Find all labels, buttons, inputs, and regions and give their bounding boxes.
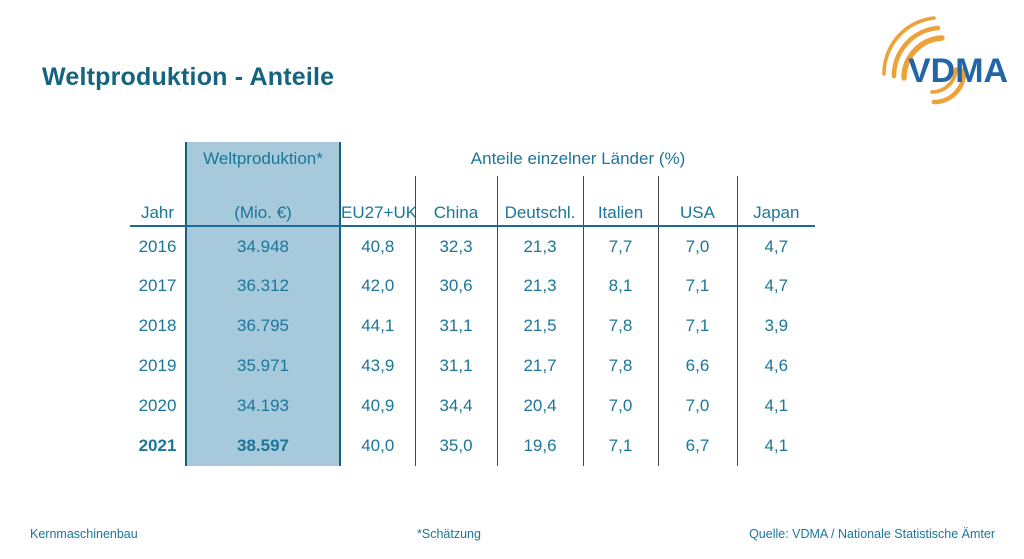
column-header-production-unit: (Mio. €) <box>185 200 341 227</box>
share-value: 4,7 <box>736 226 816 266</box>
table-row: 2020 34.193 40,9 34,4 20,4 7,0 7,0 4,1 <box>130 386 816 426</box>
table-group-header-row: Weltproduktion* Anteile einzelner Länder… <box>130 142 815 176</box>
share-value: 4,7 <box>736 266 816 306</box>
share-value: 40,0 <box>361 436 395 455</box>
empty-cell <box>185 176 341 200</box>
share-value: 34,4 <box>414 386 497 426</box>
table-row: 2019 35.971 43,9 31,1 21,7 7,8 6,6 4,6 <box>130 346 816 386</box>
vdma-logo: VDMA <box>882 16 1008 105</box>
page-title: Weltproduktion - Anteile <box>42 62 335 91</box>
share-value: 8,1 <box>582 266 658 306</box>
year-value: 2018 <box>138 316 177 335</box>
share-value: 44,1 <box>361 316 395 335</box>
year-value: 2017 <box>138 276 177 295</box>
table-spacer-row <box>130 176 816 200</box>
share-value: 3,9 <box>736 306 816 346</box>
table-column-header-row: Jahr (Mio. €) EU27+UK China Deutschl. It… <box>130 200 816 227</box>
production-value: 36.795 <box>185 306 341 346</box>
footer-estimate-note: *Schätzung <box>417 527 481 541</box>
table-row: 2016 34.948 40,8 32,3 21,3 7,7 7,0 4,7 <box>130 226 816 266</box>
share-value: 31,1 <box>414 346 497 386</box>
share-value: 4,1 <box>736 386 816 426</box>
empty-cell <box>496 176 583 200</box>
empty-cell <box>340 176 415 200</box>
world-production-table: Weltproduktion* Anteile einzelner Länder… <box>130 142 816 466</box>
footer-scope-label: Kernmaschinenbau <box>30 527 138 541</box>
production-value: 38.597 <box>185 426 341 466</box>
share-value: 7,1 <box>657 306 737 346</box>
column-header-country: USA <box>657 200 737 227</box>
share-value: 40,9 <box>361 396 395 415</box>
empty-cell <box>130 142 186 176</box>
share-value: 21,7 <box>496 346 583 386</box>
share-value: 19,6 <box>496 426 583 466</box>
column-header-country: Italien <box>582 200 658 227</box>
share-value: 7,8 <box>582 346 658 386</box>
share-value: 7,8 <box>582 306 658 346</box>
column-header-country: China <box>414 200 497 227</box>
share-value: 43,9 <box>361 356 395 375</box>
column-header-year: Jahr <box>130 200 186 227</box>
vdma-arcs-icon <box>882 16 967 105</box>
empty-cell <box>736 176 816 200</box>
share-value: 7,1 <box>657 266 737 306</box>
table-row: 2017 36.312 42,0 30,6 21,3 8,1 7,1 4,7 <box>130 266 816 306</box>
footer-source-label: Quelle: VDMA / Nationale Statistische Äm… <box>749 527 995 541</box>
share-value: 42,0 <box>361 276 395 295</box>
share-value: 40,8 <box>361 236 395 256</box>
empty-cell <box>582 176 658 200</box>
vdma-logo-text: VDMA <box>908 52 1008 90</box>
production-value: 34.948 <box>185 226 341 266</box>
share-value: 20,4 <box>496 386 583 426</box>
production-value: 36.312 <box>185 266 341 306</box>
column-header-country: Deutschl. <box>496 200 583 227</box>
empty-cell <box>414 176 497 200</box>
empty-cell <box>130 176 186 200</box>
group-header-shares: Anteile einzelner Länder (%) <box>470 149 686 168</box>
share-value: 35,0 <box>414 426 497 466</box>
share-value: 31,1 <box>414 306 497 346</box>
share-value: 7,0 <box>657 386 737 426</box>
year-value: 2020 <box>138 396 177 415</box>
share-value: 32,3 <box>414 226 497 266</box>
table-row: 2021 38.597 40,0 35,0 19,6 7,1 6,7 4,1 <box>130 426 816 466</box>
share-value: 4,6 <box>736 346 816 386</box>
production-value: 34.193 <box>185 386 341 426</box>
share-value: 6,6 <box>657 346 737 386</box>
share-value: 21,5 <box>496 306 583 346</box>
column-header-country: Japan <box>736 200 816 227</box>
share-value: 6,7 <box>657 426 737 466</box>
year-value: 2019 <box>138 356 177 375</box>
share-value: 7,0 <box>657 226 737 266</box>
production-value: 35.971 <box>185 346 341 386</box>
share-value: 7,7 <box>582 226 658 266</box>
year-value: 2016 <box>138 236 177 256</box>
share-value: 7,0 <box>582 386 658 426</box>
table-row: 2018 36.795 44,1 31,1 21,5 7,8 7,1 3,9 <box>130 306 816 346</box>
share-value: 4,1 <box>736 426 816 466</box>
group-header-production: Weltproduktion* <box>185 142 341 176</box>
empty-cell <box>657 176 737 200</box>
column-header-country: EU27+UK <box>340 200 415 227</box>
share-value: 7,1 <box>582 426 658 466</box>
share-value: 21,3 <box>496 226 583 266</box>
year-value: 2021 <box>138 436 177 455</box>
share-value: 30,6 <box>414 266 497 306</box>
share-value: 21,3 <box>496 266 583 306</box>
